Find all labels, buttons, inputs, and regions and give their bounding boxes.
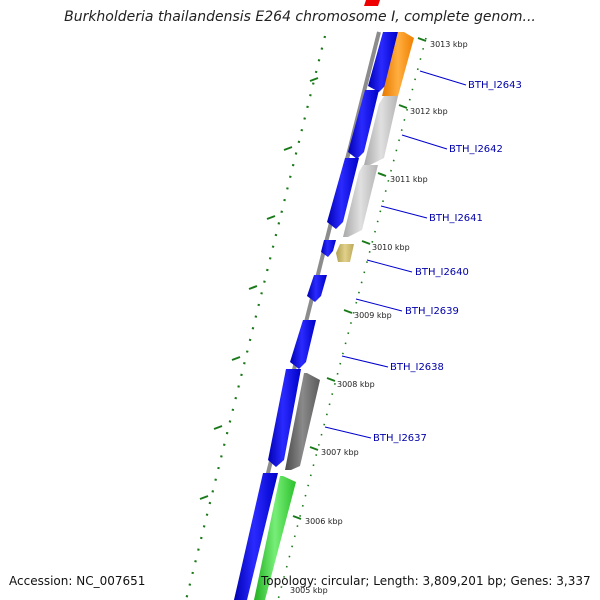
cds-forward-2[interactable]: [348, 90, 379, 159]
gene-label-bth-i2638[interactable]: BTH_I2638: [390, 362, 444, 373]
kbp-label-3008: 3008 kbp: [337, 380, 375, 389]
gene-label-bth-i2642[interactable]: BTH_I2642: [449, 144, 503, 155]
cds-forward-3[interactable]: [327, 158, 359, 229]
kbp-label-3006: 3006 kbp: [305, 517, 343, 526]
red-feature[interactable]: [364, 0, 380, 6]
inner-dotted-track: [277, 37, 427, 600]
accession-text: Accession: NC_007651: [9, 574, 146, 588]
kbp-label-3007: 3007 kbp: [321, 448, 359, 457]
cds-green[interactable]: [254, 476, 296, 600]
gene-label-bth-i2640[interactable]: BTH_I2640: [415, 267, 469, 278]
cds-forward-4[interactable]: [321, 240, 336, 257]
cds-forward-1[interactable]: [368, 32, 398, 92]
kbp-label-3005: 3005 kbp: [290, 586, 328, 595]
gene-label-bth-i2637[interactable]: BTH_I2637: [373, 433, 427, 444]
cds-orange[interactable]: [382, 32, 414, 96]
cds-tan[interactable]: [336, 244, 354, 262]
gene-label-bth-i2639[interactable]: BTH_I2639: [405, 306, 459, 317]
outer-dotted-track: [184, 35, 327, 600]
cds-forward-8[interactable]: [234, 473, 278, 600]
kbp-label-3010: 3010 kbp: [372, 243, 410, 252]
gene-label-bth-i2643[interactable]: BTH_I2643: [468, 80, 522, 91]
map-title: Burkholderia thailandensis E264 chromoso…: [64, 9, 536, 25]
kbp-label-3009: 3009 kbp: [354, 311, 392, 320]
cds-gray-2[interactable]: [343, 165, 378, 237]
kbp-label-3011: 3011 kbp: [390, 175, 428, 184]
forward-cds-track: [234, 32, 398, 600]
kbp-labels: 3013 kbp 3012 kbp 3011 kbp 3010 kbp 3009…: [290, 40, 468, 595]
kbp-tick-marks: [292, 37, 427, 520]
cds-forward-5[interactable]: [307, 275, 327, 302]
reverse-cds-track: [254, 32, 414, 600]
gene-labels: BTH_I2643 BTH_I2642 BTH_I2641 BTH_I2640 …: [373, 80, 522, 444]
cds-forward-7[interactable]: [268, 369, 301, 467]
topology-text: Topology: circular; Length: 3,809,201 bp…: [261, 574, 591, 588]
cds-forward-6[interactable]: [290, 320, 316, 369]
cds-gray-1[interactable]: [364, 96, 398, 165]
gene-label-connectors: [324, 70, 467, 439]
gene-label-bth-i2641[interactable]: BTH_I2641: [429, 213, 483, 224]
kbp-label-3012: 3012 kbp: [410, 107, 448, 116]
cds-dark-gray[interactable]: [285, 373, 320, 470]
kbp-label-3013: 3013 kbp: [430, 40, 468, 49]
